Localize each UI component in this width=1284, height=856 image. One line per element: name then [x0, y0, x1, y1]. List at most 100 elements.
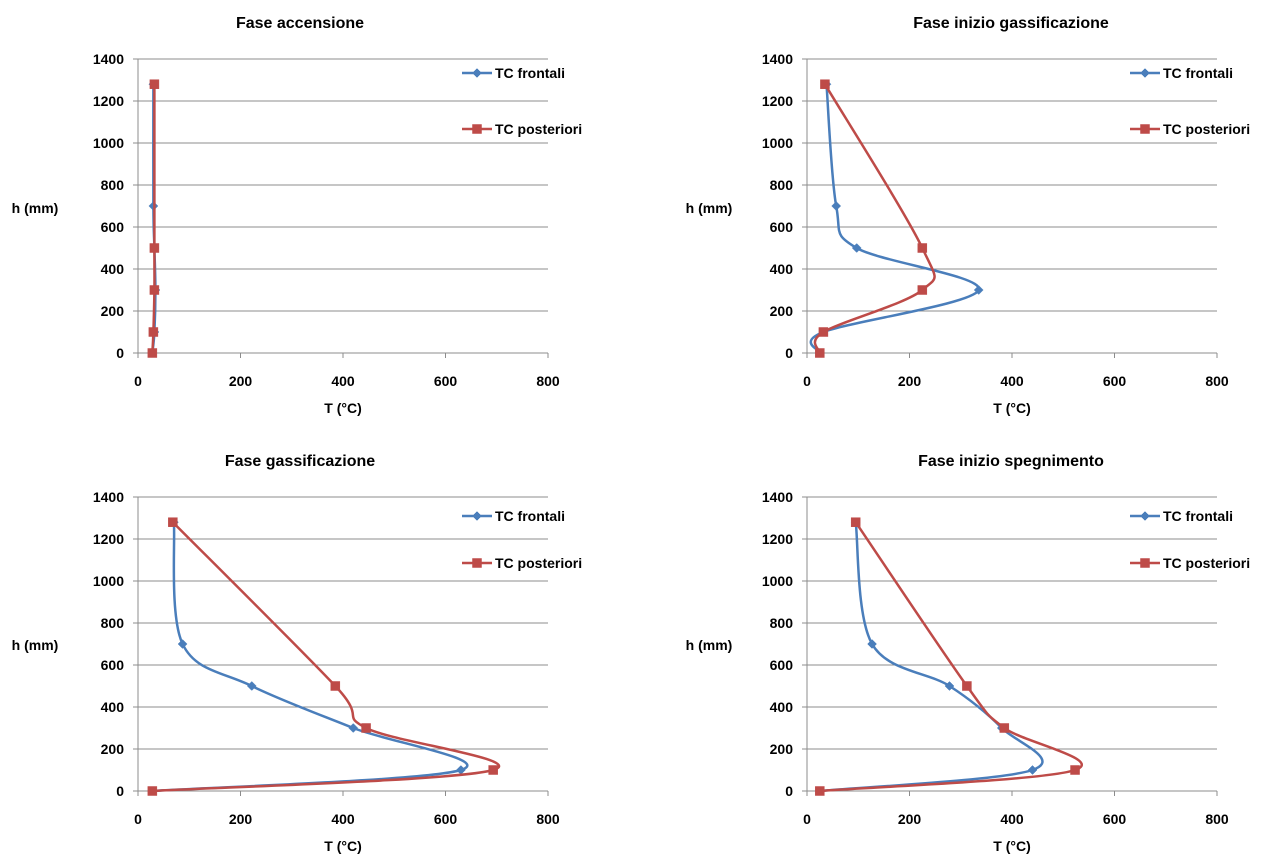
y-tick-label: 400	[770, 699, 794, 715]
x-tick-label: 600	[434, 373, 458, 389]
x-tick-label: 400	[331, 373, 355, 389]
x-axis-label: T (°C)	[324, 400, 361, 416]
y-tick-label: 800	[101, 177, 125, 193]
x-tick-label: 200	[898, 811, 922, 827]
data-point	[944, 681, 955, 691]
data-point	[177, 639, 188, 649]
x-axis-label: T (°C)	[993, 838, 1030, 854]
data-point	[917, 285, 928, 295]
y-tick-label: 1400	[93, 51, 124, 67]
y-tick-label: 1000	[762, 135, 793, 151]
y-tick-label: 0	[116, 783, 124, 799]
chart-title: Fase inizio spegnimento	[918, 453, 1104, 470]
data-point	[147, 786, 158, 796]
y-tick-label: 1000	[93, 573, 124, 589]
y-tick-label: 1200	[93, 531, 124, 547]
x-tick-label: 200	[229, 373, 253, 389]
data-point	[867, 639, 877, 649]
x-tick-label: 800	[1205, 811, 1229, 827]
x-tick-label: 600	[1103, 373, 1127, 389]
data-point	[147, 348, 158, 358]
legend-label: TC frontali	[495, 65, 565, 81]
x-tick-label: 400	[1000, 373, 1024, 389]
data-point	[962, 681, 972, 691]
legend-marker	[1140, 124, 1150, 134]
data-point	[149, 285, 160, 295]
x-tick-label: 0	[134, 373, 142, 389]
chart-title: Fase inizio gassificazione	[913, 15, 1109, 32]
chart-panel-2: Fase inizio gassificazione 0 200 400 600 800 1…	[686, 15, 1250, 416]
series-line-2	[152, 521, 501, 793]
x-tick-label: 600	[1103, 811, 1127, 827]
x-tick-label: 400	[1000, 811, 1024, 827]
series-line-2	[813, 83, 936, 354]
y-tick-label: 200	[770, 303, 794, 319]
chart-panel-4: Fase inizio spegnimento 0 200 400 600 800 1000…	[686, 453, 1250, 854]
legend-label: TC posteriori	[495, 121, 582, 137]
y-tick-label: 1400	[762, 51, 793, 67]
data-point	[851, 243, 862, 253]
x-tick-label: 200	[229, 811, 253, 827]
legend-marker	[472, 558, 482, 568]
x-axis-label: T (°C)	[993, 400, 1030, 416]
legend-label: TC frontali	[495, 508, 565, 524]
x-tick-label: 800	[536, 373, 560, 389]
data-point	[149, 243, 160, 253]
data-point	[973, 285, 984, 295]
y-tick-label: 1200	[762, 531, 793, 547]
y-tick-label: 800	[770, 177, 794, 193]
legend-label: TC posteriori	[1163, 555, 1250, 571]
data-point	[815, 786, 825, 796]
series-line-1	[809, 84, 980, 354]
y-tick-label: 600	[770, 219, 794, 235]
legend-label: TC frontali	[1163, 508, 1233, 524]
y-tick-label: 1000	[93, 135, 124, 151]
legend-marker	[1140, 558, 1150, 568]
y-tick-label: 1400	[762, 489, 793, 505]
y-tick-label: 0	[785, 345, 793, 361]
legend-marker	[472, 68, 482, 78]
legend-label: TC posteriori	[1163, 121, 1250, 137]
x-tick-label: 600	[434, 811, 458, 827]
series-line-1	[152, 522, 469, 793]
data-point	[330, 681, 341, 691]
y-axis-label: h (mm)	[686, 637, 733, 653]
y-tick-label: 800	[770, 615, 794, 631]
y-tick-label: 400	[101, 699, 125, 715]
legend-label: TC posteriori	[495, 555, 582, 571]
data-point	[1027, 765, 1038, 775]
y-tick-label: 1000	[762, 573, 793, 589]
y-axis-label: h (mm)	[12, 200, 59, 216]
y-tick-label: 600	[101, 219, 125, 235]
x-tick-label: 0	[803, 373, 811, 389]
y-tick-label: 600	[770, 657, 794, 673]
y-tick-label: 800	[101, 615, 125, 631]
y-tick-label: 1200	[93, 93, 124, 109]
data-point	[815, 348, 825, 358]
chart-title: Fase accensione	[236, 15, 364, 32]
y-axis-label: h (mm)	[12, 637, 59, 653]
data-point	[149, 79, 160, 89]
data-point	[168, 517, 178, 527]
chart-panel-1: Fase accensione 0 200 400 600 800 1000 1200 1400…	[12, 15, 582, 416]
y-tick-label: 600	[101, 657, 125, 673]
y-tick-label: 400	[770, 261, 794, 277]
data-point	[246, 681, 257, 691]
legend-marker	[472, 124, 482, 134]
data-point	[456, 765, 466, 775]
data-point	[361, 723, 371, 733]
x-tick-label: 0	[134, 811, 142, 827]
legend-marker	[1140, 68, 1150, 78]
legend-label: TC frontali	[1163, 65, 1233, 81]
data-point	[850, 517, 861, 527]
data-point	[348, 723, 359, 733]
legend-marker	[1140, 511, 1150, 521]
y-tick-label: 1200	[762, 93, 793, 109]
y-tick-label: 200	[101, 303, 125, 319]
x-tick-label: 200	[898, 373, 922, 389]
data-point	[818, 327, 829, 337]
data-point	[820, 79, 830, 89]
x-tick-label: 800	[536, 811, 560, 827]
